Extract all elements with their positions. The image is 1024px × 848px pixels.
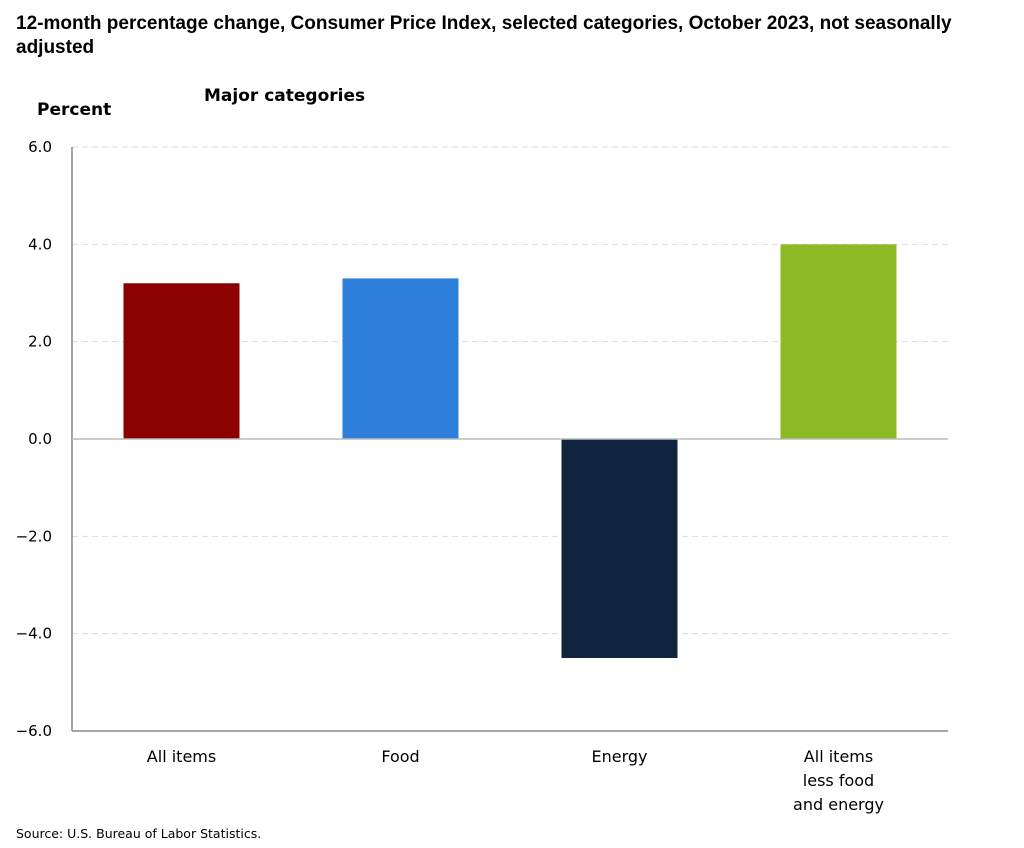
chart-subtitle: Major categories <box>204 86 366 106</box>
x-tick-label: All items <box>804 747 873 766</box>
y-tick-label: 4.0 <box>28 235 52 253</box>
y-tick-label: 6.0 <box>28 138 52 156</box>
source-note: Source: U.S. Bureau of Labor Statistics. <box>16 826 262 841</box>
bar <box>780 244 897 439</box>
y-tick-label: −6.0 <box>16 722 52 740</box>
x-tick-label: and energy <box>793 795 884 814</box>
y-tick-label: 0.0 <box>28 430 52 448</box>
y-tick-label: 2.0 <box>28 333 52 351</box>
bar <box>123 283 240 439</box>
chart-title: 12-month percentage change, Consumer Pri… <box>16 13 952 58</box>
x-tick-label: All items <box>147 747 216 766</box>
bar <box>561 439 678 658</box>
bar <box>342 278 459 439</box>
y-axis-label: Percent <box>37 100 112 120</box>
x-tick-label: Food <box>381 747 419 766</box>
y-tick-label: −4.0 <box>16 625 52 643</box>
x-tick-label: less food <box>803 771 874 790</box>
y-tick-label: −2.0 <box>16 527 52 545</box>
x-tick-label: Energy <box>591 747 647 766</box>
